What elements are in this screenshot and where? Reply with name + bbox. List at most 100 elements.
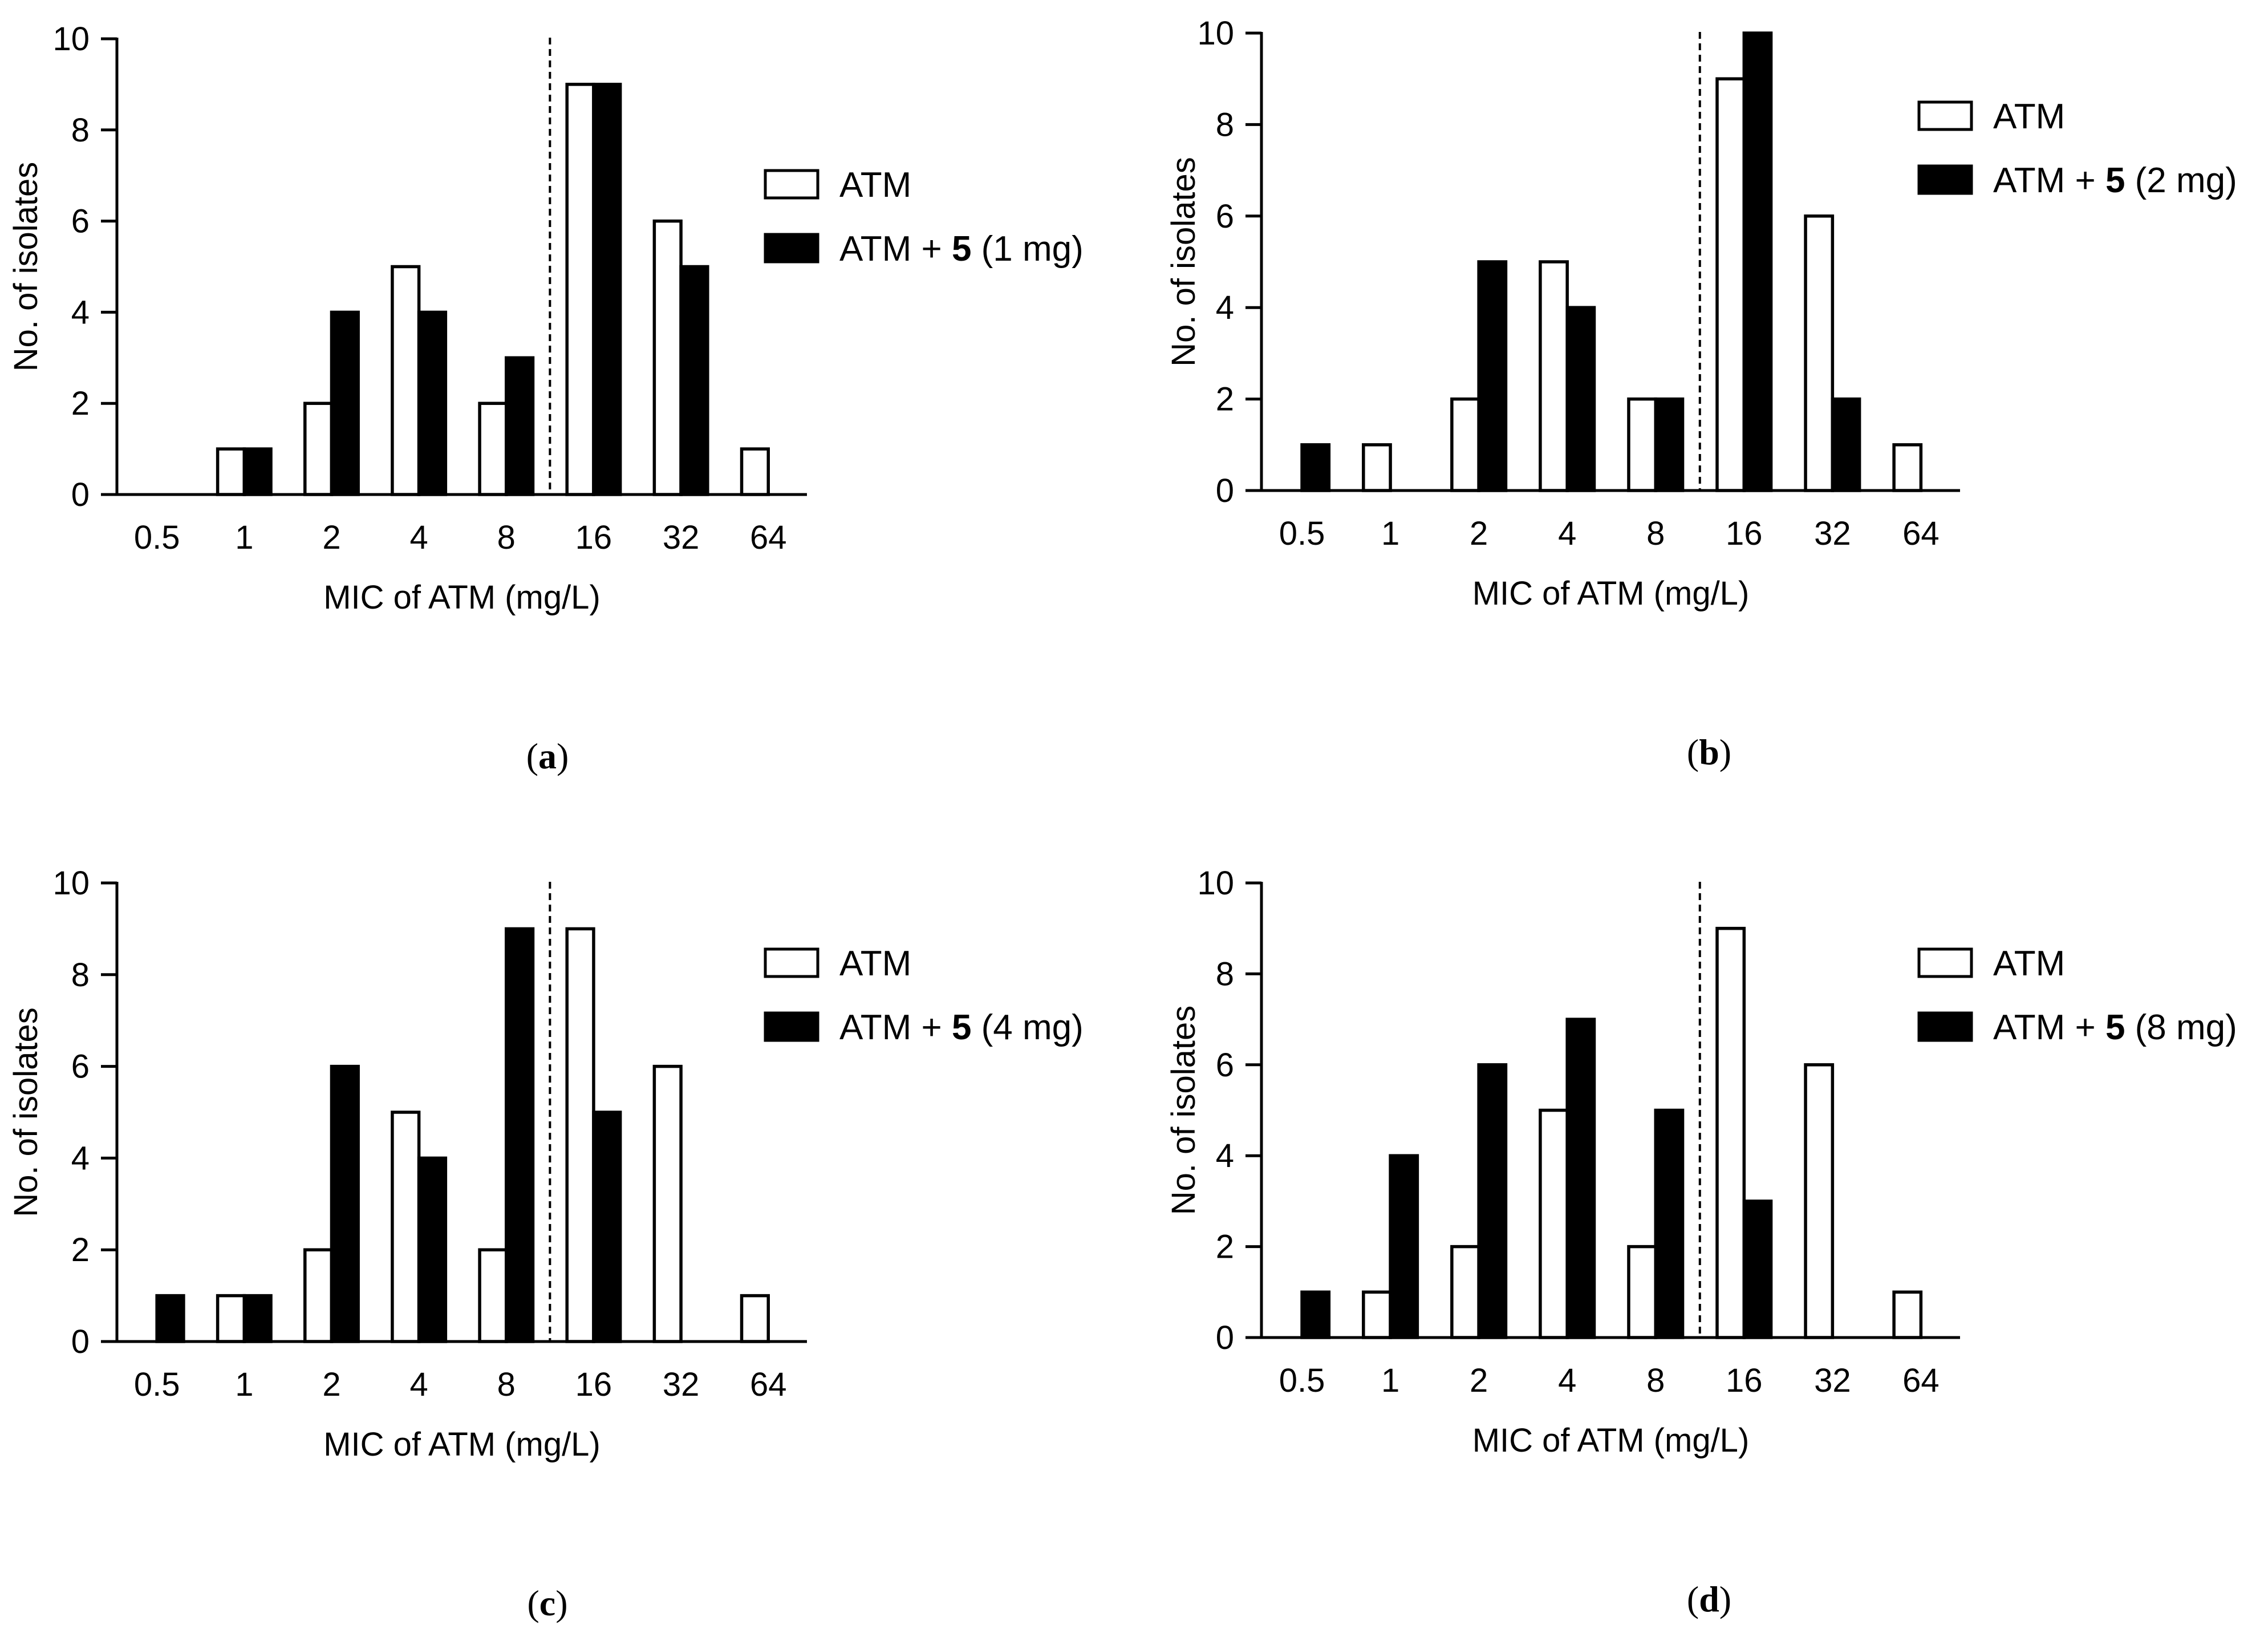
bar-combo-16 bbox=[592, 1111, 622, 1343]
y-tick-label-8: 8 bbox=[1216, 106, 1234, 143]
bar-atm-1 bbox=[216, 447, 246, 496]
y-axis-title: No. of isolates bbox=[7, 1007, 44, 1217]
y-tick-label-6: 6 bbox=[71, 1048, 90, 1085]
bar-atm-2 bbox=[1450, 397, 1480, 492]
bar-atm-4 bbox=[1539, 260, 1569, 492]
panel-label-open: ( bbox=[526, 736, 538, 776]
bar-combo-16 bbox=[1742, 1200, 1773, 1339]
bar-atm-32 bbox=[652, 1064, 683, 1343]
x-tick-label-16: 16 bbox=[575, 519, 612, 556]
bar-atm-8 bbox=[1627, 397, 1657, 492]
panel-label-letter: c bbox=[539, 1583, 555, 1623]
bar-combo-0_5 bbox=[1300, 443, 1331, 492]
bar-combo-32 bbox=[679, 265, 709, 496]
x-tick-label-1: 1 bbox=[235, 519, 253, 556]
x-tick-label-64: 64 bbox=[750, 1366, 787, 1403]
y-axis-title: No. of isolates bbox=[1165, 157, 1202, 367]
x-tick-label-2: 2 bbox=[1470, 515, 1488, 552]
bar-combo-0_5 bbox=[1300, 1290, 1331, 1339]
legend-label-atm: ATM bbox=[1993, 944, 2065, 983]
bar-combo-8 bbox=[1654, 1108, 1685, 1339]
y-tick-label-10: 10 bbox=[1197, 15, 1234, 52]
y-tick-label-8: 8 bbox=[1216, 955, 1234, 992]
legend-label-atm: ATM bbox=[1993, 97, 2065, 136]
x-tick-label-0_5: 0.5 bbox=[1279, 515, 1325, 552]
x-tick-label-4: 4 bbox=[1558, 515, 1576, 552]
legend-text-part: (1 mg) bbox=[971, 229, 1083, 269]
legend-swatch-combo bbox=[1917, 164, 1973, 195]
y-tick-label-0: 0 bbox=[1216, 472, 1234, 509]
panel-label: (c) bbox=[527, 1583, 567, 1623]
panel-label-open: ( bbox=[1687, 1579, 1699, 1619]
bar-combo-8 bbox=[505, 927, 535, 1343]
bar-atm-64 bbox=[740, 1294, 770, 1343]
legend-swatch-combo bbox=[1917, 1011, 1973, 1042]
y-tick-label-2: 2 bbox=[1216, 1229, 1234, 1266]
panel-label: (b) bbox=[1687, 732, 1731, 772]
x-axis-title: MIC of ATM (mg/L) bbox=[1472, 575, 1750, 612]
panel-label-open: ( bbox=[527, 1583, 539, 1623]
legend-swatch-atm bbox=[764, 947, 819, 978]
bar-atm-64 bbox=[740, 447, 770, 496]
legend-text-part: ATM + bbox=[839, 1008, 952, 1047]
panel-c: 0 2 4 6 8 10 0.5 1 2 4 8 16 32 64 MIC of ATM (mg/L) No.… bbox=[7, 865, 1084, 1623]
y-tick-label-8: 8 bbox=[71, 112, 90, 149]
panel-label-letter: a bbox=[538, 736, 557, 776]
y-tick-label-6: 6 bbox=[1216, 1047, 1234, 1084]
x-tick-label-32: 32 bbox=[1814, 515, 1851, 552]
bar-atm-64 bbox=[1892, 1290, 1923, 1339]
legend-label-combo: ATM + 5 (8 mg) bbox=[1993, 1008, 2237, 1047]
legend-text-part: (4 mg) bbox=[971, 1008, 1083, 1047]
legend-text-part: 5 bbox=[2105, 161, 2125, 200]
bar-atm-4 bbox=[391, 265, 421, 496]
x-tick-label-16: 16 bbox=[1726, 515, 1763, 552]
y-tick-label-10: 10 bbox=[1197, 865, 1234, 902]
x-tick-label-4: 4 bbox=[410, 1366, 428, 1403]
x-tick-label-4: 4 bbox=[1558, 1362, 1576, 1399]
legend-swatch-combo bbox=[764, 233, 819, 264]
panel-label-close: ) bbox=[1719, 1579, 1731, 1619]
x-tick-label-32: 32 bbox=[663, 519, 700, 556]
bar-atm-8 bbox=[1627, 1245, 1657, 1339]
y-tick-label-4: 4 bbox=[1216, 1137, 1234, 1174]
bar-atm-64 bbox=[1892, 443, 1923, 492]
bar-atm-16 bbox=[565, 83, 595, 496]
bar-atm-1 bbox=[1362, 1290, 1392, 1339]
bar-combo-4 bbox=[417, 310, 448, 496]
x-tick-label-32: 32 bbox=[1814, 1362, 1851, 1399]
x-tick-label-1: 1 bbox=[1381, 515, 1399, 552]
y-tick-label-4: 4 bbox=[1216, 289, 1234, 326]
x-tick-label-1: 1 bbox=[235, 1366, 253, 1403]
y-axis-title: No. of isolates bbox=[1165, 1006, 1202, 1215]
bar-atm-32 bbox=[1804, 214, 1835, 492]
legend-swatch-atm bbox=[764, 169, 819, 200]
panel-label: (d) bbox=[1687, 1579, 1731, 1619]
bar-combo-1 bbox=[242, 447, 273, 496]
legend-swatch-atm bbox=[1917, 100, 1973, 131]
bar-atm-1 bbox=[1362, 443, 1392, 492]
legend-swatch-atm bbox=[1917, 947, 1973, 978]
bar-combo-8 bbox=[505, 356, 535, 496]
bar-atm-8 bbox=[478, 1248, 508, 1343]
legend-text-part: ATM + bbox=[839, 229, 952, 269]
x-tick-label-8: 8 bbox=[1646, 515, 1665, 552]
bar-atm-2 bbox=[303, 1248, 334, 1343]
x-tick-label-16: 16 bbox=[1726, 1362, 1763, 1399]
bar-combo-2 bbox=[1477, 1063, 1508, 1339]
bar-atm-16 bbox=[1715, 77, 1746, 492]
legend-label-combo: ATM + 5 (1 mg) bbox=[839, 229, 1084, 269]
y-tick-label-2: 2 bbox=[71, 385, 90, 422]
y-tick-label-2: 2 bbox=[1216, 381, 1234, 418]
bar-atm-16 bbox=[565, 927, 595, 1343]
bar-combo-16 bbox=[592, 83, 622, 496]
x-tick-label-8: 8 bbox=[1646, 1362, 1665, 1399]
bar-atm-4 bbox=[1539, 1108, 1569, 1339]
bar-combo-8 bbox=[1654, 397, 1685, 492]
x-tick-label-0_5: 0.5 bbox=[134, 1366, 180, 1403]
y-tick-label-4: 4 bbox=[71, 294, 90, 331]
bar-atm-32 bbox=[652, 219, 683, 496]
bar-combo-0_5 bbox=[155, 1294, 185, 1343]
x-axis-title: MIC of ATM (mg/L) bbox=[1472, 1422, 1750, 1459]
panel-label: (a) bbox=[526, 736, 569, 776]
